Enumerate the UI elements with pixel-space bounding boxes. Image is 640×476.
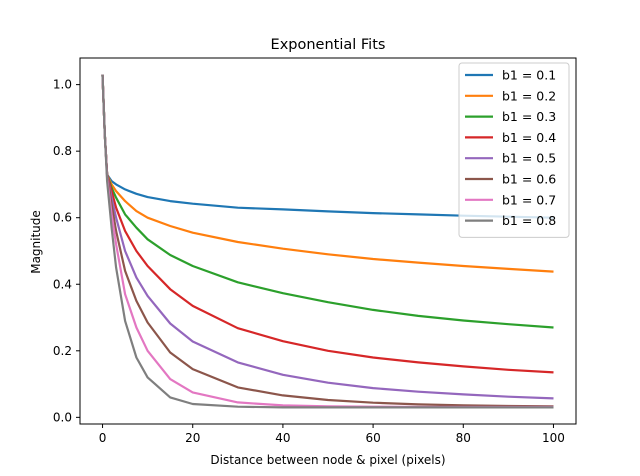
x-tick-label: 100 — [542, 431, 565, 445]
chart-title: Exponential Fits — [271, 37, 386, 53]
x-tick-label: 0 — [99, 431, 107, 445]
y-tick-label: 0.8 — [53, 144, 72, 158]
legend: b1 = 0.1 b1 = 0.2 b1 = 0.3 b1 = 0.4 b1 = 0.5… — [458, 62, 570, 238]
x-tick-label: 20 — [185, 431, 200, 445]
legend-label: b1 = 0.8 — [502, 213, 556, 228]
legend-label: b1 = 0.7 — [502, 192, 556, 207]
legend-label: b1 = 0.5 — [502, 151, 556, 166]
legend-label: b1 = 0.1 — [502, 68, 556, 83]
y-tick-label: 0.6 — [53, 211, 72, 225]
legend-label: b1 = 0.6 — [502, 172, 556, 187]
y-tick-label: 0.2 — [53, 344, 72, 358]
y-tick-label: 0.0 — [53, 410, 72, 424]
legend-label: b1 = 0.4 — [502, 130, 556, 145]
x-axis-label: Distance between node & pixel (pixels) — [210, 453, 445, 467]
x-tick-label: 80 — [456, 431, 471, 445]
y-tick-label: 0.4 — [53, 277, 72, 291]
legend-label: b1 = 0.3 — [502, 109, 556, 124]
y-tick-label: 1.0 — [53, 78, 72, 92]
series-lines — [101, 74, 554, 409]
x-tick-label: 40 — [275, 431, 290, 445]
y-axis-label: Magnitude — [29, 210, 43, 274]
legend-box — [458, 62, 570, 238]
series-line-8 — [101, 74, 554, 409]
legend-label: b1 = 0.2 — [502, 88, 556, 103]
axes: 0 20 40 60 80 100 0.0 0.2 0.4 0.6 0.8 1.0 — [53, 57, 577, 445]
series-line-1 — [101, 74, 554, 219]
plot-frame — [79, 57, 577, 425]
x-tick-label: 60 — [365, 431, 380, 445]
